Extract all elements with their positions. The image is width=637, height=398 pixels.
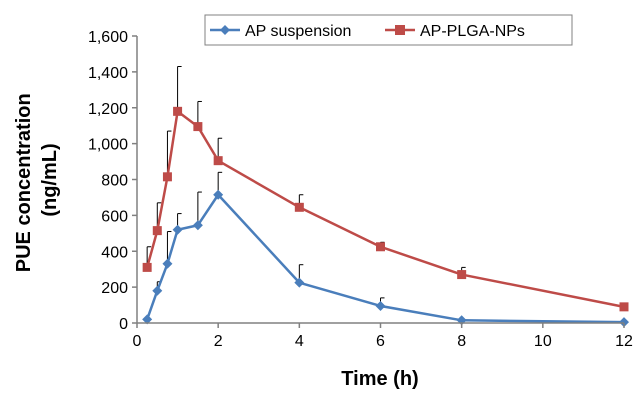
data-point [162,172,172,182]
data-point [294,202,304,212]
y-tick-label: 200 [101,280,128,297]
data-point [619,302,629,312]
data-point [162,258,173,269]
data-point [619,317,629,328]
legend: AP suspension AP-PLGA-NPs [204,14,573,46]
data-point [294,277,305,288]
legend-marker-diamond-icon [220,25,230,35]
x-tick-label: 6 [376,333,385,350]
y-axis-title: PUE concentration (ng/mL) [13,88,61,272]
data-point [173,106,183,116]
legend-label-ap-suspension: AP suspension [245,23,351,40]
y-tick-label: 1,200 [88,101,128,118]
y-axis-title-line-1: PUE concentration [13,93,35,272]
x-axis-title: Time (h) [341,368,418,390]
series-line [145,110,625,309]
data-point [193,122,203,132]
axes-layer [136,36,624,324]
legend-marker-square-icon [395,25,405,35]
y-tick-label: 0 [119,316,128,333]
y-tick-label: 1,400 [88,65,128,82]
data-point [213,189,224,200]
ticks-layer: 0 2 4 6 8 10 12 0 200 400 600 800 1,000 1,200 1,400 1,6… [88,29,633,350]
x-tick-label: 12 [615,333,633,350]
y-tick-label: 800 [101,173,128,190]
data-point [142,262,152,272]
data-point [152,285,163,296]
legend-item-ap-suspension: AP suspension [210,23,351,40]
data-point [152,226,162,236]
legend-label-ap-plga-nps: AP-PLGA-NPs [420,23,525,40]
legend-item-ap-plga-nps: AP-PLGA-NPs [385,23,525,40]
series-ap-suspension [142,171,629,328]
data-point [376,242,385,252]
series-layer [142,65,629,328]
x-tick-label: 2 [214,333,223,350]
y-tick-label: 1,000 [88,137,128,154]
data-point [457,270,467,280]
x-tick-label: 0 [133,333,142,350]
series-ap-plga-nps [142,65,629,312]
y-tick-label: 400 [101,244,128,261]
y-axis-title-line-2: (ng/mL) [39,143,61,216]
data-point [192,220,203,231]
y-tick-label: 1,600 [88,29,128,46]
x-tick-label: 8 [457,333,466,350]
x-tick-label: 10 [534,333,552,350]
data-point [213,156,223,166]
data-point [172,224,183,235]
series-line [145,193,625,324]
data-point [375,300,386,311]
x-tick-label: 4 [295,333,304,350]
y-tick-label: 600 [101,208,128,225]
data-point [142,314,153,325]
